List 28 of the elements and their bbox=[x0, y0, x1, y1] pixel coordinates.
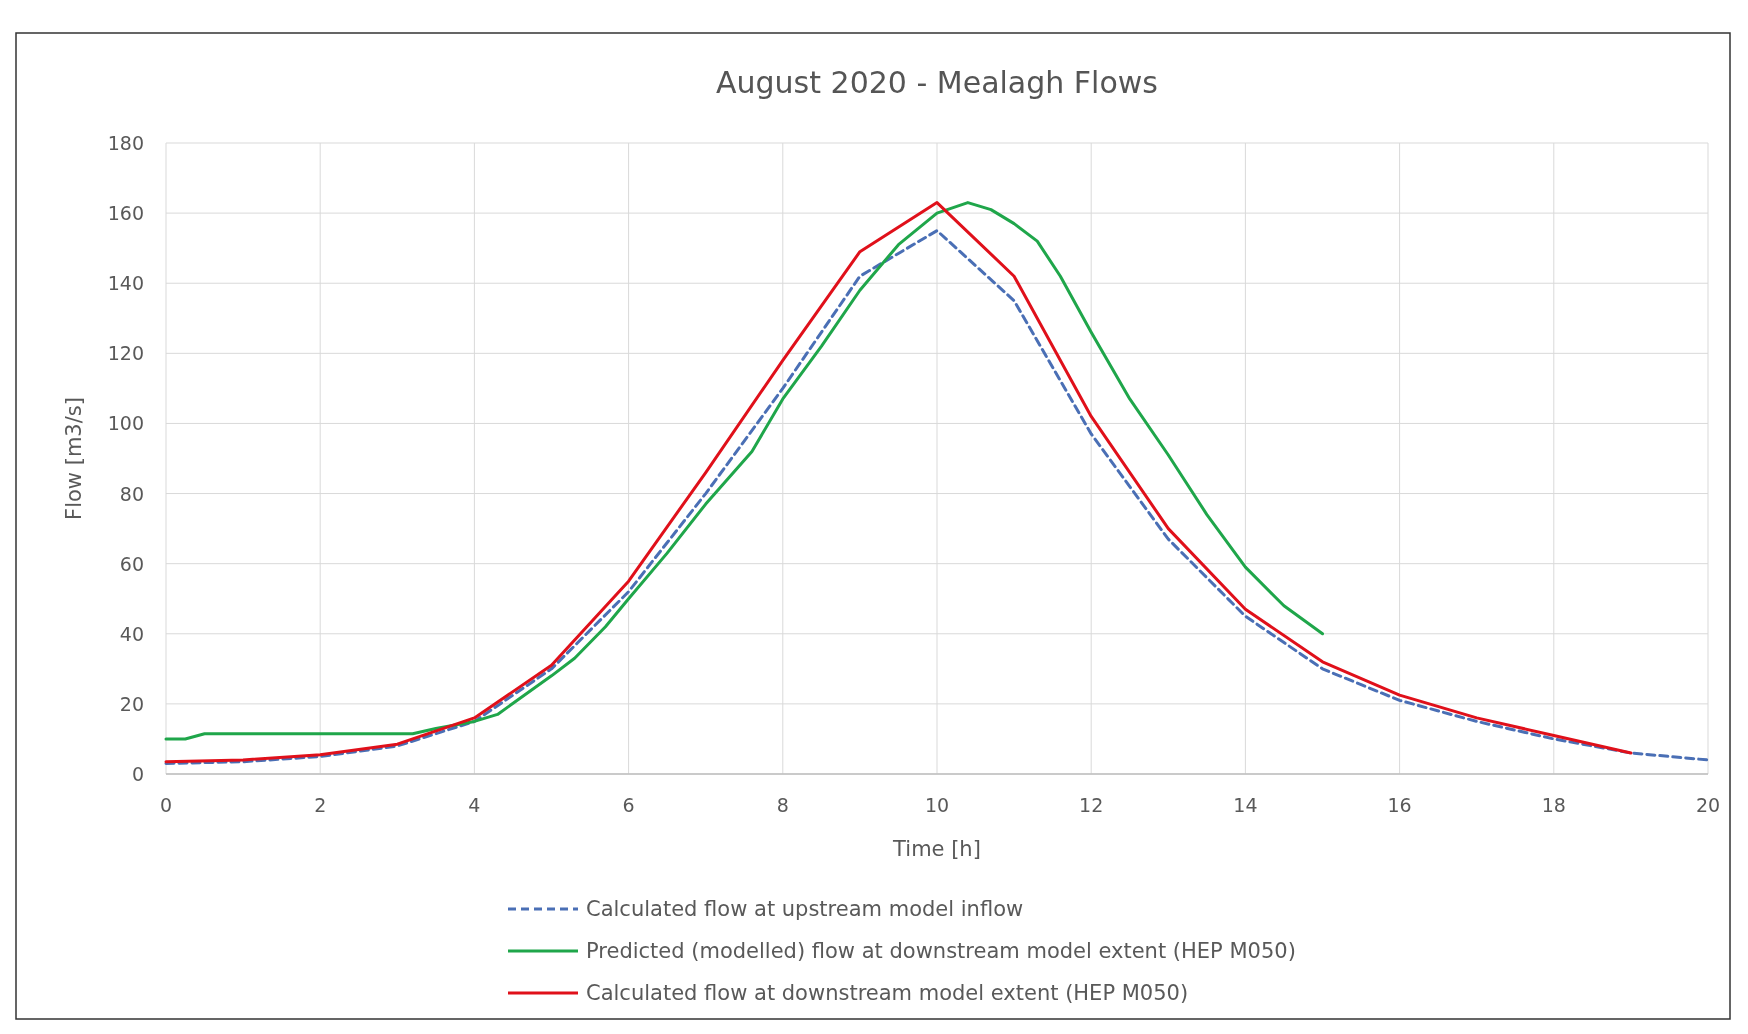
x-tick-label: 18 bbox=[1541, 794, 1566, 816]
y-tick-label: 100 bbox=[107, 412, 144, 435]
x-tick-label: 14 bbox=[1233, 794, 1258, 816]
legend-label: Calculated flow at upstream model inflow bbox=[586, 897, 1024, 921]
chart-title: August 2020 - Mealagh Flows bbox=[716, 65, 1158, 100]
x-tick-label: 20 bbox=[1695, 794, 1721, 816]
y-tick-label: 120 bbox=[107, 342, 144, 365]
x-tick-label: 12 bbox=[1079, 794, 1104, 816]
y-axis-title: Flow [m3/s] bbox=[62, 397, 86, 520]
legend-label: Calculated flow at downstream model extent (HEP M050) bbox=[586, 981, 1189, 1005]
line-series bbox=[164, 201, 1324, 741]
x-tick-label: 16 bbox=[1387, 794, 1412, 816]
x-tick-label: 4 bbox=[468, 794, 481, 816]
x-tick-label: 0 bbox=[159, 794, 173, 816]
y-tick-label: 0 bbox=[131, 763, 144, 785]
y-tick-label: 40 bbox=[119, 622, 144, 645]
legend-label: Predicted (modelled) flow at downstream model extent (HEP M050) bbox=[586, 939, 1296, 963]
x-tick-label: 2 bbox=[314, 794, 327, 816]
y-tick-label: 20 bbox=[119, 692, 144, 715]
y-tick-label: 160 bbox=[107, 202, 144, 225]
x-tick-label: 6 bbox=[622, 794, 635, 816]
x-axis-title: Time [h] bbox=[892, 837, 981, 861]
y-tick-label: 60 bbox=[119, 552, 144, 575]
x-tick-label: 8 bbox=[776, 794, 789, 816]
y-tick-label: 80 bbox=[119, 482, 144, 505]
x-tick-label: 10 bbox=[924, 794, 950, 816]
y-tick-label: 140 bbox=[107, 272, 144, 295]
y-tick-label: 180 bbox=[107, 132, 144, 154]
